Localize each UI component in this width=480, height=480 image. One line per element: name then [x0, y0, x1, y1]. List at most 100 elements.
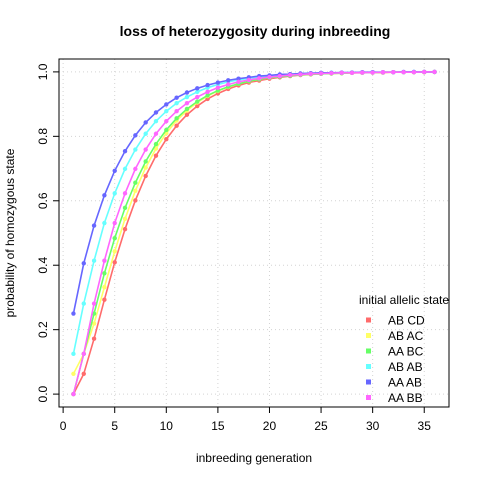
data-point	[174, 95, 179, 100]
data-point	[102, 297, 107, 302]
x-tick-label: 25	[314, 419, 328, 433]
data-point	[91, 301, 97, 306]
legend-label: AA BB	[388, 391, 423, 405]
data-point	[174, 100, 179, 106]
data-point	[184, 106, 190, 112]
data-point	[112, 168, 117, 174]
chart-title: loss of heterozygosity during inbreeding	[120, 23, 391, 39]
data-point	[71, 371, 76, 377]
data-point	[360, 70, 365, 75]
x-axis-label: inbreeding generation	[196, 451, 312, 465]
x-tick-label: 10	[160, 419, 174, 433]
data-point	[195, 103, 200, 109]
data-point	[215, 85, 221, 90]
data-point	[174, 123, 179, 128]
data-point	[391, 70, 396, 75]
data-point	[164, 118, 169, 124]
data-point	[122, 191, 128, 196]
data-point	[102, 258, 107, 263]
legend-title: initial allelic state	[359, 293, 449, 307]
data-point	[112, 260, 117, 265]
data-point	[339, 70, 344, 76]
data-point	[174, 109, 179, 114]
y-tick-label: 0.2	[36, 321, 50, 338]
data-point	[153, 110, 159, 115]
data-point	[112, 249, 117, 254]
y-axis: 0.0 0.2 0.4 0.6 0.8 1.0	[36, 63, 59, 402]
data-point	[370, 70, 375, 75]
x-tick-label: 5	[111, 419, 118, 433]
data-point	[133, 198, 138, 203]
data-point	[432, 69, 437, 75]
data-point	[277, 73, 282, 79]
x-tick-label: 15	[211, 419, 225, 433]
data-point	[112, 191, 117, 196]
legend-label: AB AC	[388, 329, 424, 343]
data-point	[184, 90, 190, 95]
legend-swatch	[366, 348, 371, 354]
legend-swatch	[366, 333, 371, 338]
data-point	[91, 223, 97, 228]
data-point	[112, 235, 117, 241]
data-point	[112, 220, 117, 226]
data-point	[143, 173, 148, 179]
y-tick-label: 1.0	[36, 63, 50, 80]
data-point	[164, 109, 169, 114]
data-point	[122, 166, 128, 172]
series-layer	[71, 69, 437, 397]
data-point	[153, 153, 159, 158]
data-point	[143, 159, 148, 164]
data-point	[226, 82, 231, 87]
data-point	[81, 351, 86, 357]
data-point	[102, 193, 107, 198]
data-point	[308, 71, 313, 77]
data-point	[195, 89, 200, 95]
x-axis: 0 5 10 15 20 25 30 35	[60, 407, 431, 433]
data-point	[298, 72, 303, 77]
x-tick-label: 0	[60, 419, 67, 433]
data-point	[287, 72, 293, 78]
data-point	[102, 271, 107, 276]
data-point	[143, 131, 148, 136]
x-tick-label: 20	[263, 419, 277, 433]
data-point	[329, 70, 334, 76]
data-point	[246, 77, 252, 83]
data-point	[91, 321, 97, 326]
data-point	[153, 131, 159, 136]
legend-swatch	[366, 317, 371, 323]
data-point	[205, 89, 210, 95]
data-point	[71, 391, 76, 397]
data-point	[102, 284, 107, 290]
x-tick-label: 30	[366, 419, 380, 433]
data-point	[122, 148, 128, 154]
data-point	[164, 127, 169, 133]
data-point	[81, 371, 86, 377]
data-point	[143, 120, 148, 125]
data-point	[401, 70, 406, 75]
data-point	[411, 70, 417, 75]
legend-label: AA BC	[388, 345, 424, 359]
y-tick-label: 0.0	[36, 385, 50, 402]
data-point	[205, 82, 210, 88]
data-point	[164, 102, 169, 107]
data-point	[184, 94, 190, 100]
data-point	[267, 74, 272, 80]
data-point	[236, 76, 241, 81]
legend-label: AB AB	[388, 360, 423, 374]
data-point	[133, 133, 138, 138]
y-tick-label: 0.4	[36, 257, 50, 274]
data-point	[102, 220, 107, 226]
y-tick-label: 0.8	[36, 128, 50, 145]
data-point	[195, 94, 200, 100]
data-point	[205, 93, 210, 98]
data-point	[133, 147, 138, 152]
series-5	[71, 69, 437, 397]
data-point	[349, 70, 355, 76]
data-point	[122, 226, 128, 232]
data-point	[91, 258, 97, 263]
data-point	[236, 79, 241, 85]
plot-frame	[58, 58, 450, 408]
data-point	[81, 301, 86, 306]
grid	[59, 59, 449, 407]
